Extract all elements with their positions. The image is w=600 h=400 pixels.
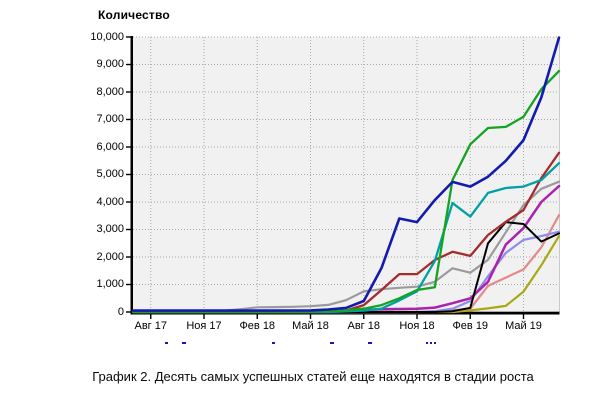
x-axis-tick-label: Фев 19: [452, 320, 489, 332]
x-axis-tick-label: Авг 17: [134, 320, 167, 332]
y-axis-tick-label: 3,000: [96, 223, 124, 235]
x-axis-tick-label: Фев 18: [239, 320, 276, 332]
legend-text-fragment: [330, 342, 334, 344]
y-axis-tick-label: 1,000: [96, 278, 124, 290]
chart-title: Количество: [98, 8, 170, 22]
y-axis-tick-label: 2,000: [96, 250, 124, 263]
legend-text-fragment: [272, 342, 275, 344]
y-axis-tick-label: 10,000: [90, 30, 124, 43]
y-axis-tick-label: 5,000: [96, 168, 124, 180]
x-axis-tick-label: Авг 18: [347, 320, 380, 332]
legend-text-fragment: [434, 342, 436, 344]
y-axis-tick-label: 0: [117, 305, 124, 318]
legend-text-fragment: [430, 342, 432, 344]
x-axis-tick-label: Ноя 17: [186, 320, 222, 332]
chart-caption: График 2. Десять самых успешных статей е…: [92, 369, 534, 384]
legend-text-fragment: [426, 342, 428, 344]
x-axis-line: [130, 311, 560, 315]
y-axis-tick-label: 6,000: [96, 140, 124, 153]
x-axis-tick-label: Май 19: [505, 320, 542, 332]
legend-text-fragment: [165, 342, 168, 344]
y-axis-tick-label: 9,000: [96, 58, 124, 70]
y-axis-line: [130, 36, 133, 314]
series-line-navy: [131, 36, 561, 312]
x-axis-tick-label: Ноя 18: [399, 320, 435, 332]
y-axis-tick-label: 4,000: [96, 195, 124, 208]
series-line-green: [131, 69, 561, 314]
legend-text-fragment: [182, 342, 186, 344]
x-axis-tick-label: Май 18: [292, 320, 329, 332]
y-axis-tick-label: 7,000: [96, 113, 124, 125]
y-axis-tick-label: 8,000: [96, 85, 124, 98]
legend-text-fragment: [368, 342, 372, 344]
